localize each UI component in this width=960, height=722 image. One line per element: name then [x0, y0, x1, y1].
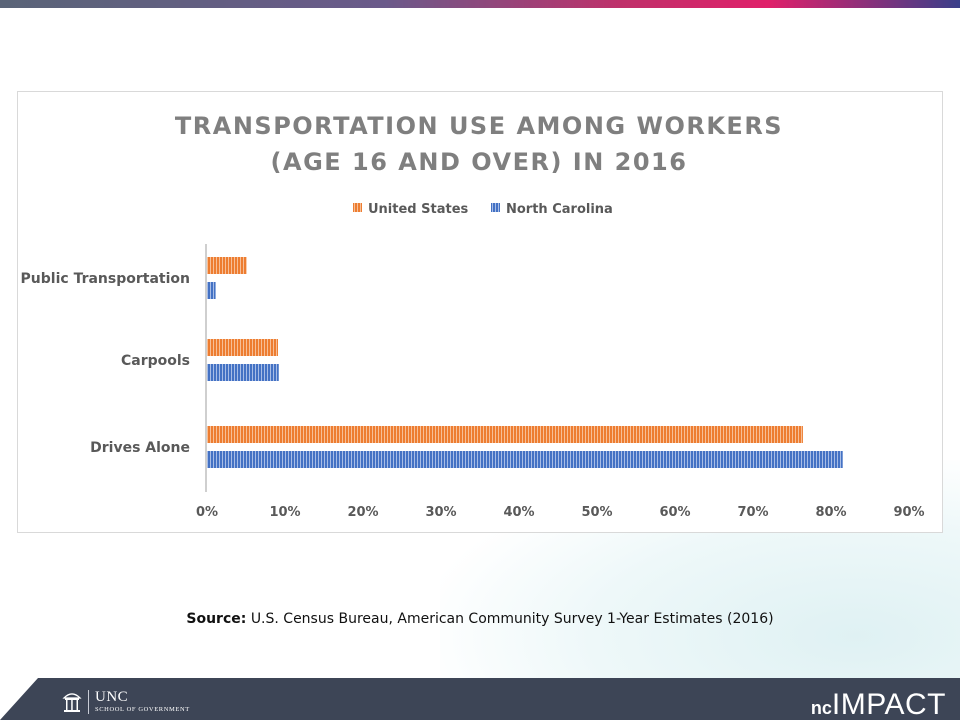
x-tick-label: 80% [815, 505, 846, 520]
bar-nc [207, 451, 843, 468]
x-tick-label: 40% [503, 505, 534, 520]
category-labels: Public Transportation Carpools Drives Alon… [21, 271, 190, 456]
chart-title-line-2: (AGE 16 AND OVER) IN 2016 [271, 148, 688, 176]
brand-prefix: nc [810, 698, 832, 718]
bar-us [207, 426, 803, 443]
legend-label-nc: North Carolina [506, 202, 613, 217]
x-tick-label: 10% [269, 505, 300, 520]
x-axis-ticks: 0% 10% 20% 30% 40% 50% 60% 70% 80% 90% [196, 505, 925, 520]
ncimpact-logo: ncIMPACT [811, 688, 946, 722]
category-label: Carpools [121, 353, 190, 369]
org-subtitle: SCHOOL OF GOVERNMENT [95, 706, 190, 714]
footer-bar [0, 678, 960, 720]
x-tick-label: 30% [425, 505, 456, 520]
source-text: U.S. Census Bureau, American Community S… [250, 611, 774, 627]
bars [207, 257, 843, 468]
bar-nc [207, 364, 279, 381]
x-tick-label: 20% [347, 505, 378, 520]
category-label: Drives Alone [90, 440, 190, 456]
bar-us [207, 257, 247, 274]
logo-divider [88, 690, 89, 714]
x-tick-label: 70% [737, 505, 768, 520]
chart-svg: TRANSPORTATION USE AMONG WORKERS (AGE 16… [21, 112, 925, 520]
unc-logo: UNC SCHOOL OF GOVERNMENT [62, 688, 190, 716]
legend-swatch-us [353, 203, 362, 212]
chart-title-line-1: TRANSPORTATION USE AMONG WORKERS [175, 112, 783, 140]
x-tick-label: 60% [659, 505, 690, 520]
legend-swatch-nc [491, 203, 500, 212]
x-tick-label: 0% [196, 505, 218, 520]
legend-label-us: United States [368, 202, 469, 217]
top-accent-bar [0, 0, 960, 8]
bar-us [207, 339, 278, 356]
chart-frame: TRANSPORTATION USE AMONG WORKERS (AGE 16… [17, 91, 943, 533]
old-well-icon [62, 693, 82, 712]
category-label: Public Transportation [21, 271, 190, 287]
legend: United States North Carolina [353, 202, 613, 217]
source-note: Source: U.S. Census Bureau, American Com… [0, 611, 960, 627]
x-tick-label: 50% [581, 505, 612, 520]
brand-main: IMPACT [831, 688, 946, 721]
x-tick-label: 90% [893, 505, 924, 520]
bar-nc [207, 282, 216, 299]
source-label: Source: [186, 611, 247, 627]
org-name: UNC [95, 689, 129, 706]
